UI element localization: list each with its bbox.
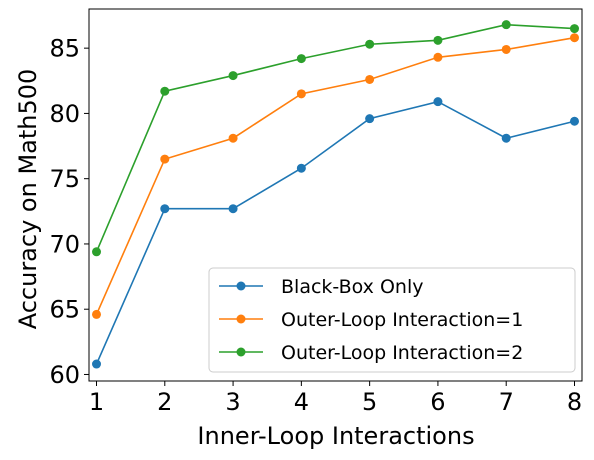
plot-area: [88, 8, 583, 382]
legend-item: Outer-Loop Interaction=1: [219, 309, 523, 331]
legend-swatch-marker: [236, 281, 246, 291]
legend-item: Black-Box Only: [219, 276, 423, 298]
data-point: [433, 52, 443, 62]
data-point: [365, 74, 375, 84]
x-axis: 1 2 3 4 5 6 7 8: [89, 381, 582, 416]
data-point: [569, 33, 579, 43]
x-tick-label: 4: [294, 388, 309, 416]
x-tick-label: 7: [499, 388, 514, 416]
data-point: [365, 39, 375, 49]
data-point: [501, 133, 511, 143]
data-point: [433, 35, 443, 45]
legend-swatch-marker: [236, 347, 246, 357]
series-layer: [92, 20, 579, 369]
series-line: [95, 36, 575, 315]
data-point: [433, 97, 443, 107]
y-tick-label: 65: [49, 296, 80, 324]
y-tick-label: 80: [49, 100, 80, 128]
series-1: [92, 97, 579, 369]
data-point: [92, 309, 102, 319]
y-tick-label: 85: [49, 35, 80, 63]
x-tick-label: 1: [89, 388, 104, 416]
data-point: [296, 89, 306, 99]
data-point: [160, 204, 170, 214]
y-axis-label: Accuracy on Math500: [14, 69, 42, 330]
data-point: [569, 24, 579, 34]
data-point: [365, 114, 375, 124]
data-point: [92, 247, 102, 257]
series-line: [95, 100, 575, 365]
series-2: [92, 33, 579, 319]
data-point: [160, 86, 170, 96]
data-point: [228, 204, 238, 214]
legend-label: Black-Box Only: [281, 276, 423, 298]
x-tick-label: 8: [567, 388, 582, 416]
x-axis-label: Inner-Loop Interactions: [197, 422, 474, 450]
legend: Black-Box Only Outer-Loop Interaction=1 Ou…: [208, 267, 576, 373]
legend-swatch-marker: [236, 314, 246, 324]
data-point: [92, 359, 102, 369]
x-tick-label: 6: [430, 388, 445, 416]
legend-label: Outer-Loop Interaction=1: [281, 309, 523, 331]
x-tick-label: 2: [157, 388, 172, 416]
data-point: [160, 154, 170, 164]
legend-box: [208, 267, 576, 373]
data-point: [228, 71, 238, 81]
y-tick-label: 75: [49, 165, 80, 193]
series-line: [95, 23, 575, 253]
legend-label: Outer-Loop Interaction=2: [281, 342, 523, 364]
y-tick-label: 70: [49, 230, 80, 258]
data-point: [296, 163, 306, 173]
data-point: [501, 20, 511, 30]
data-point: [296, 54, 306, 64]
x-tick-label: 5: [362, 388, 377, 416]
y-axis: 60 65 70 75 80 85: [49, 35, 89, 389]
y-tick-label: 60: [49, 361, 80, 389]
legend-item: Outer-Loop Interaction=2: [219, 342, 523, 364]
series-3: [92, 20, 579, 257]
data-point: [228, 133, 238, 143]
data-point: [569, 116, 579, 126]
plot-frame: [88, 8, 583, 382]
data-point: [501, 44, 511, 54]
x-tick-label: 3: [225, 388, 240, 416]
